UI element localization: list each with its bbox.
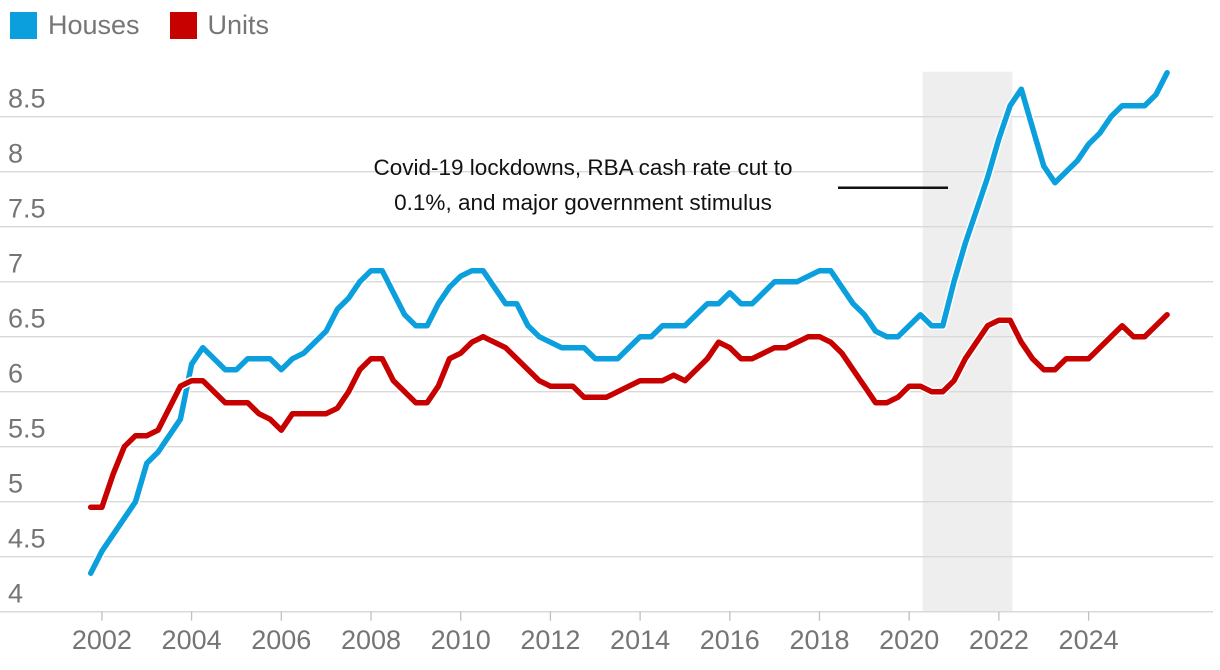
x-tick-label: 2016 xyxy=(700,625,760,655)
x-tick-label: 2002 xyxy=(72,625,132,655)
legend-item-houses: Houses xyxy=(10,12,140,39)
series-line-units xyxy=(87,311,1170,510)
covid-highlight-band xyxy=(922,71,1013,612)
series-line-houses xyxy=(87,69,1170,576)
x-tick-label: 2012 xyxy=(520,625,580,655)
legend-label-houses: Houses xyxy=(48,10,140,40)
x-tick-label: 2024 xyxy=(1059,625,1119,655)
y-tick-label: 6.5 xyxy=(8,304,46,334)
covid-annotation-line2: 0.1%, and major government stimulus xyxy=(394,190,772,215)
y-tick-label: 7.5 xyxy=(8,194,46,224)
legend-label-units: Units xyxy=(207,10,270,40)
y-tick-label: 4.5 xyxy=(8,524,46,554)
y-tick-label: 8 xyxy=(8,139,23,169)
covid-annotation-line1: Covid-19 lockdowns, RBA cash rate cut to xyxy=(373,155,793,180)
y-tick-label: 7 xyxy=(8,249,23,279)
x-tick-label: 2014 xyxy=(610,625,670,655)
legend-item-units: Units xyxy=(169,10,270,40)
y-tick-label: 5 xyxy=(8,469,23,499)
y-tick-label: 8.5 xyxy=(8,84,46,114)
y-tick-label: 5.5 xyxy=(8,414,46,444)
units-swatch-icon xyxy=(169,12,197,39)
y-tick-label: 4 xyxy=(8,579,23,609)
x-tick-label: 2020 xyxy=(879,625,939,655)
x-tick-label: 2022 xyxy=(969,625,1029,655)
x-tick-label: 2018 xyxy=(789,625,849,655)
houses-swatch-icon xyxy=(10,12,37,39)
x-tick-label: 2008 xyxy=(341,625,401,655)
x-tick-label: 2004 xyxy=(162,625,222,655)
covid-annotation: Covid-19 lockdowns, RBA cash rate cut to… xyxy=(333,150,833,220)
x-tick-label: 2010 xyxy=(431,625,491,655)
y-tick-label: 6 xyxy=(8,359,23,389)
legend: Houses Units xyxy=(10,12,269,39)
x-tick-label: 2006 xyxy=(251,625,311,655)
